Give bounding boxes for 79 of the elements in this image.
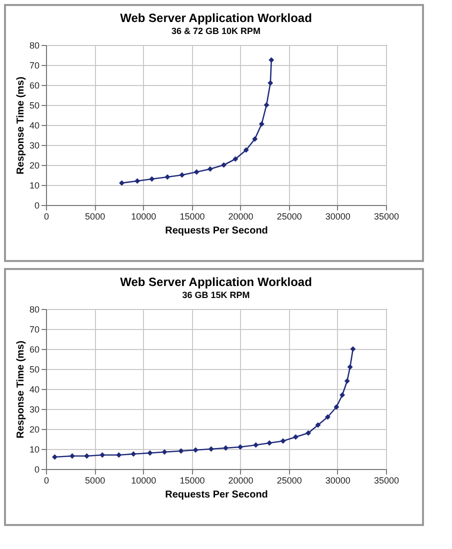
point [334,404,340,410]
x-tick-label: 25000 [276,476,302,486]
y-tick-label: 10 [29,180,40,190]
y-tick-label: 70 [29,60,40,70]
point [347,364,353,370]
y-tick-label: 0 [34,464,40,474]
y-tick-label: 80 [29,304,40,314]
point [192,447,198,453]
x-tick-label: 30000 [325,476,350,486]
x-axis-title: Requests Per Second [165,490,268,500]
point [280,438,286,444]
point [340,392,346,398]
point [134,178,140,184]
y-tick-label: 20 [29,160,40,170]
y-tick-label: 60 [29,344,40,354]
point [324,414,330,420]
point [253,442,259,448]
x-tick-label: 35000 [374,476,400,486]
y-tick-label: 0 [34,200,40,210]
point [179,172,185,178]
y-axis-title: Response Time (ms) [15,340,26,438]
y-tick-label: 20 [29,424,40,434]
y-tick-label: 70 [29,324,40,334]
point [119,180,125,186]
point [207,166,213,172]
x-tick-label: 20000 [228,476,254,486]
point [243,147,249,153]
point [252,136,258,142]
x-tick-label: 0 [44,212,50,222]
point [350,346,356,352]
y-tick-label: 50 [29,100,40,110]
x-tick-label: 5000 [85,212,106,222]
point [258,121,264,127]
chart-title: Web Server Application Workload [120,275,312,289]
point [84,453,90,459]
x-tick-label: 25000 [276,212,302,222]
point [116,452,122,458]
point [268,57,274,63]
y-tick-label: 30 [29,140,40,150]
chart-title: Web Server Application Workload [120,11,312,25]
x-tick-label: 20000 [228,212,254,222]
x-tick-label: 0 [44,476,50,486]
point [208,446,214,452]
x-tick-label: 10000 [131,212,156,222]
x-tick-label: 30000 [325,212,350,222]
y-tick-label: 50 [29,364,40,374]
y-tick-label: 10 [29,444,40,454]
x-tick-label: 35000 [374,212,400,222]
y-tick-label: 60 [29,80,40,90]
y-axis-title: Response Time (ms) [15,76,26,174]
point [194,169,200,175]
point [221,162,227,168]
point [130,451,136,457]
x-tick-label: 5000 [85,476,106,486]
point [266,440,272,446]
point [268,80,274,86]
y-tick-label: 80 [29,40,40,50]
x-tick-label: 10000 [131,476,156,486]
point [264,102,270,108]
point [178,448,184,454]
y-tick-label: 30 [29,404,40,414]
point [344,378,350,384]
x-axis-title: Requests Per Second [165,226,268,236]
point [315,422,321,428]
point [147,450,153,456]
y-tick-label: 40 [29,384,40,394]
point [238,444,244,450]
y-tick-label: 40 [29,120,40,130]
chart-subtitle: 36 GB 15K RPM [182,290,250,300]
x-tick-label: 15000 [180,476,205,486]
chart-subtitle: 36 & 72 GB 10K RPM [171,26,261,36]
point [222,445,228,451]
point [232,156,238,162]
point [292,434,298,440]
point [162,449,168,455]
point [149,176,155,182]
point [306,430,312,436]
point [164,174,170,180]
x-tick-label: 15000 [180,212,205,222]
